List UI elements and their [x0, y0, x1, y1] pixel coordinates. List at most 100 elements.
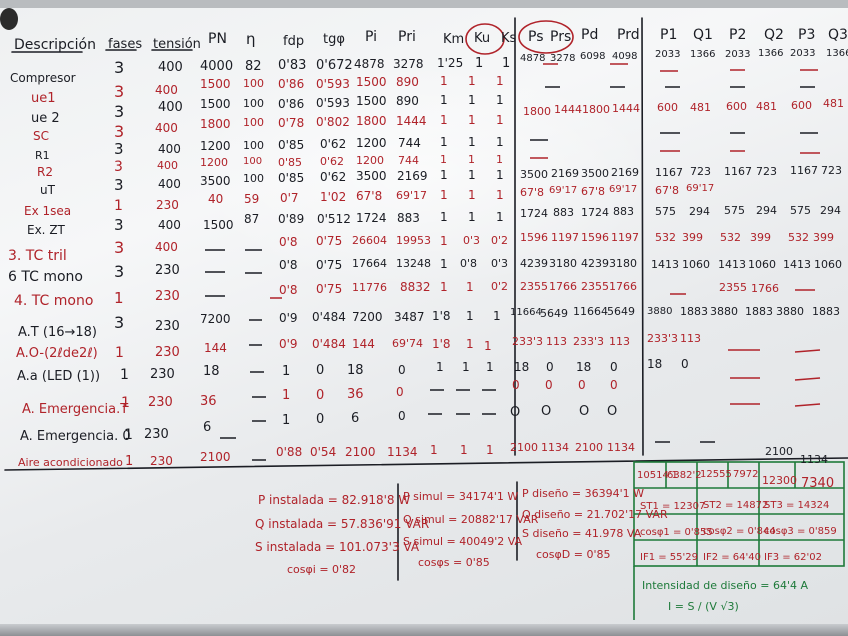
table-cell: 1: [468, 93, 476, 107]
table-cell: 8832: [400, 280, 431, 294]
table-cell: 0: [578, 378, 586, 392]
table-cell: 0'75: [316, 258, 343, 272]
row-label: A. Emergencia. 0: [20, 429, 131, 444]
row-label: 4. TC mono: [14, 293, 94, 309]
table-cell: 18: [647, 357, 663, 371]
table-cell: 1: [440, 113, 448, 127]
table-cell: 0'484: [312, 310, 346, 324]
table-cell: 1724: [356, 211, 387, 225]
table-cell: 3: [114, 313, 125, 332]
table-cell: 532: [788, 231, 809, 244]
row-label: ue1: [31, 91, 56, 106]
table-cell: 1: [496, 168, 504, 182]
table-cell: 13248: [396, 257, 431, 270]
table-cell: 3278: [550, 53, 576, 64]
table-cell: 532: [655, 231, 676, 244]
column-header-prs: Prs: [550, 29, 572, 45]
table-cell: O: [607, 404, 618, 419]
table-cell: 230: [144, 427, 169, 442]
table-cell: 1413: [718, 258, 746, 271]
table-cell: 1: [475, 56, 484, 71]
table-cell: 3: [114, 82, 125, 101]
table-cell: 1766: [751, 282, 779, 295]
phase-value: IF1 = 55'29: [640, 552, 698, 563]
table-cell: 1: [462, 360, 470, 374]
table-cell: 1: [484, 339, 492, 353]
column-header-eta: η: [246, 30, 256, 48]
table-cell: 0'85: [278, 138, 305, 152]
table-cell: 0'86: [278, 97, 305, 111]
table-cell: 3487: [394, 310, 425, 324]
table-cell: 1: [486, 443, 494, 457]
table-cell: 2100: [345, 445, 376, 459]
phase-value: cosφ3 = 0'859: [764, 526, 837, 537]
summary-line: S instalada = 101.073'3 VA: [255, 540, 420, 554]
table-cell: 3880: [647, 306, 673, 317]
table-cell: 0: [546, 360, 554, 374]
table-cell: 1366: [758, 48, 784, 59]
phase-value: I = S / (V √3): [668, 600, 739, 613]
table-cell: 2033: [725, 49, 751, 60]
table-cell: 1500: [356, 75, 387, 89]
summary-line: cosφD = 0'85: [536, 548, 611, 561]
table-cell: 18: [514, 360, 530, 374]
table-cell: 1883: [680, 305, 708, 318]
table-cell: 723: [690, 165, 711, 178]
table-cell: 100: [243, 172, 264, 185]
table-cell: 0'593: [316, 77, 350, 91]
table-cell: 1197: [551, 231, 579, 244]
table-cell: 0'75: [316, 282, 343, 296]
table-cell: 59: [244, 192, 260, 206]
table-cell: 1060: [748, 258, 776, 271]
table-cell: 1134: [387, 445, 418, 459]
table-cell: 1: [496, 113, 504, 127]
table-cell: 2100: [575, 441, 603, 454]
table-cell: 5649: [607, 305, 635, 318]
table-cell: 0'62: [320, 170, 347, 184]
table-cell: O: [510, 405, 521, 420]
row-label: Compresor: [10, 71, 76, 85]
table-cell: 0'3: [463, 234, 481, 247]
table-cell: 0: [512, 378, 520, 392]
table-cell: 1500: [200, 77, 231, 91]
table-cell: 1'8: [432, 309, 451, 323]
table-cell: 1800: [523, 105, 551, 118]
phase-value: IF2 = 64'40: [703, 552, 761, 563]
table-cell: 1883: [745, 305, 773, 318]
table-cell: 3: [114, 216, 124, 234]
table-cell: 3880: [710, 305, 738, 318]
table-cell: 1: [466, 280, 474, 294]
table-cell: 0'802: [316, 115, 350, 129]
row-label: 3. TC tril: [8, 248, 67, 264]
table-cell: 1444: [396, 114, 427, 128]
summary-line: P diseño = 36394'1 W: [522, 487, 644, 500]
table-cell: 0'85: [278, 171, 305, 185]
table-cell: 1134: [800, 453, 828, 466]
summary-line: S simul = 40049'2 VA: [403, 535, 523, 548]
table-cell: 0'62: [320, 155, 345, 168]
table-cell: 2100: [765, 445, 793, 458]
table-cell: 1413: [651, 258, 679, 271]
table-cell: 0'62: [320, 137, 347, 151]
table-cell: 69'17: [609, 184, 638, 195]
table-cell: 18: [203, 364, 220, 379]
table-cell: 0'2: [491, 234, 509, 247]
column-header-q2: Q2: [764, 27, 784, 43]
table-cell: 0: [316, 388, 325, 403]
table-cell: 26604: [352, 234, 387, 247]
column-header-ps: Ps: [528, 29, 544, 45]
table-cell: 3180: [549, 257, 577, 270]
table-cell: 1: [496, 135, 504, 149]
phase-value: ST3 = 14324: [764, 500, 830, 511]
table-cell: 1724: [520, 207, 548, 220]
row-label: Ex. ZT: [27, 223, 65, 237]
table-cell: 69'17: [396, 189, 428, 202]
table-cell: 0: [398, 409, 406, 423]
table-cell: 1800: [356, 114, 387, 128]
phase-value: Intensidad de diseño = 64'4 A: [642, 579, 808, 592]
table-cell: 18: [347, 363, 364, 378]
column-header-km: Km: [443, 32, 465, 47]
table-cell: 1500: [200, 97, 231, 111]
table-cell: 400: [157, 159, 178, 172]
table-cell: 1: [121, 395, 130, 411]
